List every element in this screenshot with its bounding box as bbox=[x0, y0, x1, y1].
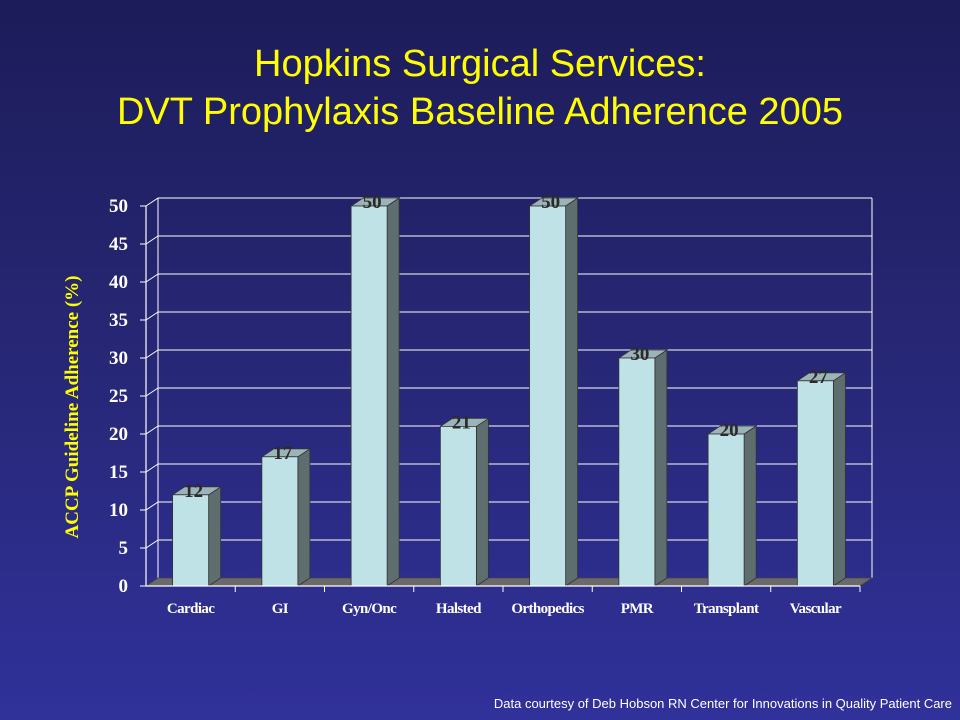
bar-side bbox=[654, 349, 668, 587]
data-labels: 12 17 50 21 50 30 20 27 bbox=[184, 192, 828, 502]
y-tick-label: 25 bbox=[109, 386, 128, 407]
x-tick-label: PMR bbox=[621, 601, 654, 617]
data-label: 21 bbox=[452, 412, 471, 433]
bar-halsted bbox=[439, 425, 477, 587]
gridline-depth bbox=[145, 501, 159, 511]
y-tick-label: 40 bbox=[109, 272, 128, 293]
bar-side bbox=[386, 197, 400, 587]
data-label: 12 bbox=[184, 481, 203, 502]
data-credit: Data courtesy of Deb Hobson RN Center fo… bbox=[493, 696, 952, 711]
data-label: 27 bbox=[809, 367, 829, 388]
x-tick-label: GI bbox=[272, 601, 289, 617]
bar-side bbox=[475, 417, 489, 587]
y-axis-label: ACCP Guideline Adherence (%) bbox=[62, 275, 83, 538]
title-line-2: DVT Prophylaxis Baseline Adherence 2005 bbox=[117, 91, 843, 133]
bar-cardiac bbox=[172, 494, 210, 587]
bar-orthopedics bbox=[529, 205, 567, 587]
y-tick-label: 20 bbox=[109, 424, 128, 445]
bars bbox=[171, 197, 847, 587]
x-tick-label: Gyn/Onc bbox=[342, 601, 397, 617]
y-tick-label: 30 bbox=[109, 348, 128, 369]
bar-vascular bbox=[796, 380, 834, 587]
gridline-depth bbox=[145, 463, 159, 473]
y-tick-label: 35 bbox=[109, 310, 128, 331]
floor-plane bbox=[144, 577, 874, 587]
y-tick-label: 5 bbox=[119, 538, 129, 559]
bar-gi bbox=[261, 456, 299, 587]
x-tick-label: Orthopedics bbox=[511, 601, 584, 617]
gridline-depth bbox=[145, 387, 159, 397]
bar-gynonc bbox=[350, 205, 388, 587]
axes: 0 5 10 15 20 25 30 35 40 45 50 Cardiac GI Gyn/Onc Hals… bbox=[109, 196, 861, 617]
y-tick-label: 15 bbox=[109, 462, 128, 483]
bar-side bbox=[297, 448, 311, 587]
data-label: 17 bbox=[273, 443, 293, 464]
title-line-1: Hopkins Surgical Services: bbox=[254, 43, 706, 85]
bar-side bbox=[832, 372, 846, 587]
data-label: 30 bbox=[630, 344, 649, 365]
gridline-depth bbox=[145, 273, 159, 283]
bar-pmr bbox=[618, 357, 656, 587]
x-tick-label: Vascular bbox=[790, 601, 842, 617]
y-tick-label: 45 bbox=[109, 234, 128, 255]
gridline-depth bbox=[145, 539, 159, 549]
bar-transplant bbox=[707, 433, 745, 587]
x-tick-label: Transplant bbox=[694, 601, 759, 617]
x-tick-label: Cardiac bbox=[167, 601, 215, 617]
y-tick-label: 0 bbox=[119, 576, 129, 597]
x-tick-label: Halsted bbox=[436, 601, 482, 617]
bar-side bbox=[743, 425, 757, 587]
y-tick-label: 10 bbox=[109, 500, 128, 521]
gridline-depth bbox=[145, 235, 159, 245]
gridline-depth bbox=[145, 349, 159, 359]
data-label: 50 bbox=[541, 192, 560, 213]
y-tick-label: 50 bbox=[109, 196, 128, 217]
bar-side bbox=[565, 197, 579, 587]
gridline-depth bbox=[145, 311, 159, 321]
bar-side bbox=[208, 486, 222, 587]
gridline-depth bbox=[145, 197, 159, 207]
gridlines bbox=[145, 197, 873, 578]
slide-title: Hopkins Surgical Services: DVT Prophylax… bbox=[0, 40, 960, 136]
chart-floor bbox=[144, 577, 874, 587]
gridline-depth bbox=[145, 425, 159, 435]
data-label: 20 bbox=[720, 420, 739, 441]
data-label: 50 bbox=[363, 192, 382, 213]
